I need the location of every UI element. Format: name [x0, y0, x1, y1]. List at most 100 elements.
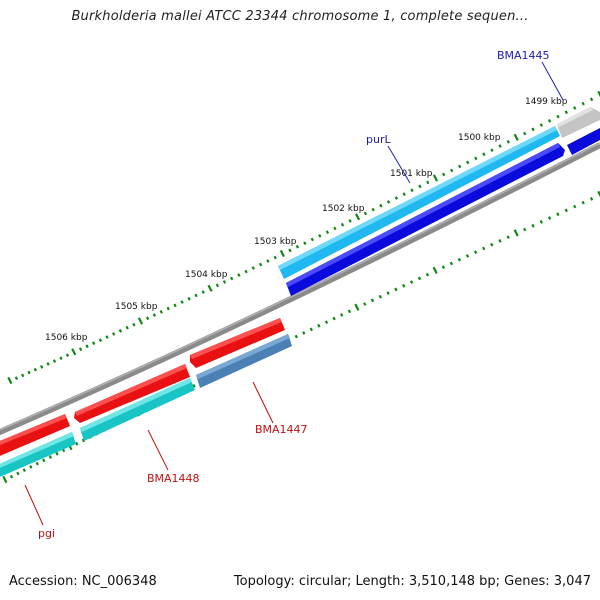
scale-tick	[556, 212, 560, 217]
scale-tick	[318, 234, 322, 238]
scale-tick	[279, 249, 285, 258]
scale-tick	[222, 280, 227, 284]
scale-tick	[547, 119, 552, 123]
scale-tick	[573, 204, 577, 209]
scale-tick	[354, 213, 361, 221]
scale-tick	[35, 461, 39, 466]
scale-tick	[125, 325, 129, 330]
kbp-label-1505: 1505 kbp	[115, 302, 158, 312]
scale-tick	[573, 106, 577, 110]
scale-tick	[29, 465, 33, 469]
scale-tick	[498, 239, 502, 243]
scale-tick	[118, 329, 123, 333]
scale-tick	[581, 200, 585, 205]
gene-label-BMA1445[interactable]: BMA1445	[497, 49, 550, 62]
scale-tick	[207, 284, 213, 292]
scale-tick	[9, 474, 14, 479]
BMA1448-cds-bar[interactable]	[80, 378, 195, 441]
scale-tick	[589, 197, 594, 201]
pgi-gene-bar[interactable]	[0, 414, 70, 458]
scale-tick	[2, 475, 8, 484]
scale-tick	[14, 376, 19, 380]
BMA1445-cds-bar[interactable]	[557, 107, 600, 138]
scale-tick	[237, 273, 241, 277]
scale-tick	[482, 152, 486, 157]
scale-tick	[266, 259, 270, 263]
scale-tick	[75, 441, 79, 446]
scale-tick	[418, 184, 422, 189]
scale-tick	[347, 309, 352, 314]
gene-label-BMA1447[interactable]: BMA1447	[255, 423, 308, 436]
scale-tick	[180, 300, 184, 304]
scale-tick	[564, 110, 568, 115]
purL-cds-bar[interactable]	[278, 126, 560, 279]
gene-label-pgi[interactable]: pgi	[38, 527, 55, 540]
BMA1448-leader	[147, 429, 169, 471]
scale-tick	[466, 160, 470, 165]
lower-scale-ticks	[2, 190, 600, 484]
scale-tick	[581, 101, 585, 106]
scale-tick	[490, 148, 494, 152]
scale-tick	[450, 168, 454, 173]
scale-tick	[145, 316, 150, 321]
scale-tick	[173, 303, 177, 308]
scale-tick	[187, 296, 191, 301]
scale-tick	[159, 310, 163, 314]
scale-tick	[194, 293, 198, 298]
scale-tick	[409, 280, 414, 284]
BMA1445-gene-bar[interactable]	[567, 128, 600, 155]
kbp-label-1506: 1506 kbp	[45, 333, 88, 343]
scale-tick	[498, 144, 502, 148]
scale-tick	[55, 451, 59, 456]
scale-tick	[7, 376, 13, 385]
scale-tick	[152, 313, 157, 317]
scale-tick	[394, 287, 398, 292]
scale-tick	[513, 229, 519, 237]
gene-label-BMA1448[interactable]: BMA1448	[147, 472, 200, 485]
scale-tick	[371, 207, 375, 212]
upper-scale-ticks	[7, 90, 600, 385]
scale-tick	[354, 303, 360, 311]
scale-tick	[137, 317, 144, 325]
scale-tick	[16, 471, 20, 476]
gene-label-purL[interactable]: purL	[366, 133, 391, 146]
scale-tick	[324, 320, 329, 324]
scale-tick	[386, 291, 390, 295]
scale-tick	[244, 269, 248, 274]
backbone-line	[0, 142, 600, 436]
scale-tick	[166, 306, 170, 311]
kbp-label-1503: 1503 kbp	[254, 237, 297, 247]
pgi-leader	[24, 484, 44, 526]
scale-tick	[506, 235, 510, 239]
scale-tick	[251, 266, 255, 270]
scale-tick	[317, 323, 321, 328]
purL-gene-bar[interactable]	[286, 143, 565, 296]
summary-text: Topology: circular; Length: 3,510,148 bp…	[233, 574, 591, 589]
scale-tick	[425, 272, 430, 277]
scale-tick	[465, 254, 470, 258]
scale-tick	[201, 290, 205, 294]
scale-tick	[564, 208, 568, 213]
scale-tick	[215, 283, 220, 288]
scale-tick	[506, 140, 510, 144]
scale-tick	[273, 255, 277, 260]
scale-tick	[294, 334, 298, 339]
scale-tick	[531, 127, 535, 132]
scale-tick	[132, 322, 136, 327]
scale-tick	[370, 298, 375, 303]
scale-tick	[288, 248, 292, 253]
scale-tick	[442, 172, 446, 177]
scale-tick	[71, 348, 77, 356]
scale-tick	[556, 114, 560, 119]
scale-tick	[523, 227, 527, 232]
scale-tick	[523, 131, 527, 136]
scale-tick	[325, 230, 330, 234]
scale-tick	[513, 133, 519, 141]
scale-tick	[65, 353, 70, 357]
purL-leader	[387, 145, 411, 184]
scale-tick	[42, 458, 46, 463]
scale-tick	[402, 192, 406, 196]
scale-tick	[332, 316, 336, 321]
scale-tick	[394, 196, 399, 200]
scale-tick	[340, 222, 345, 227]
